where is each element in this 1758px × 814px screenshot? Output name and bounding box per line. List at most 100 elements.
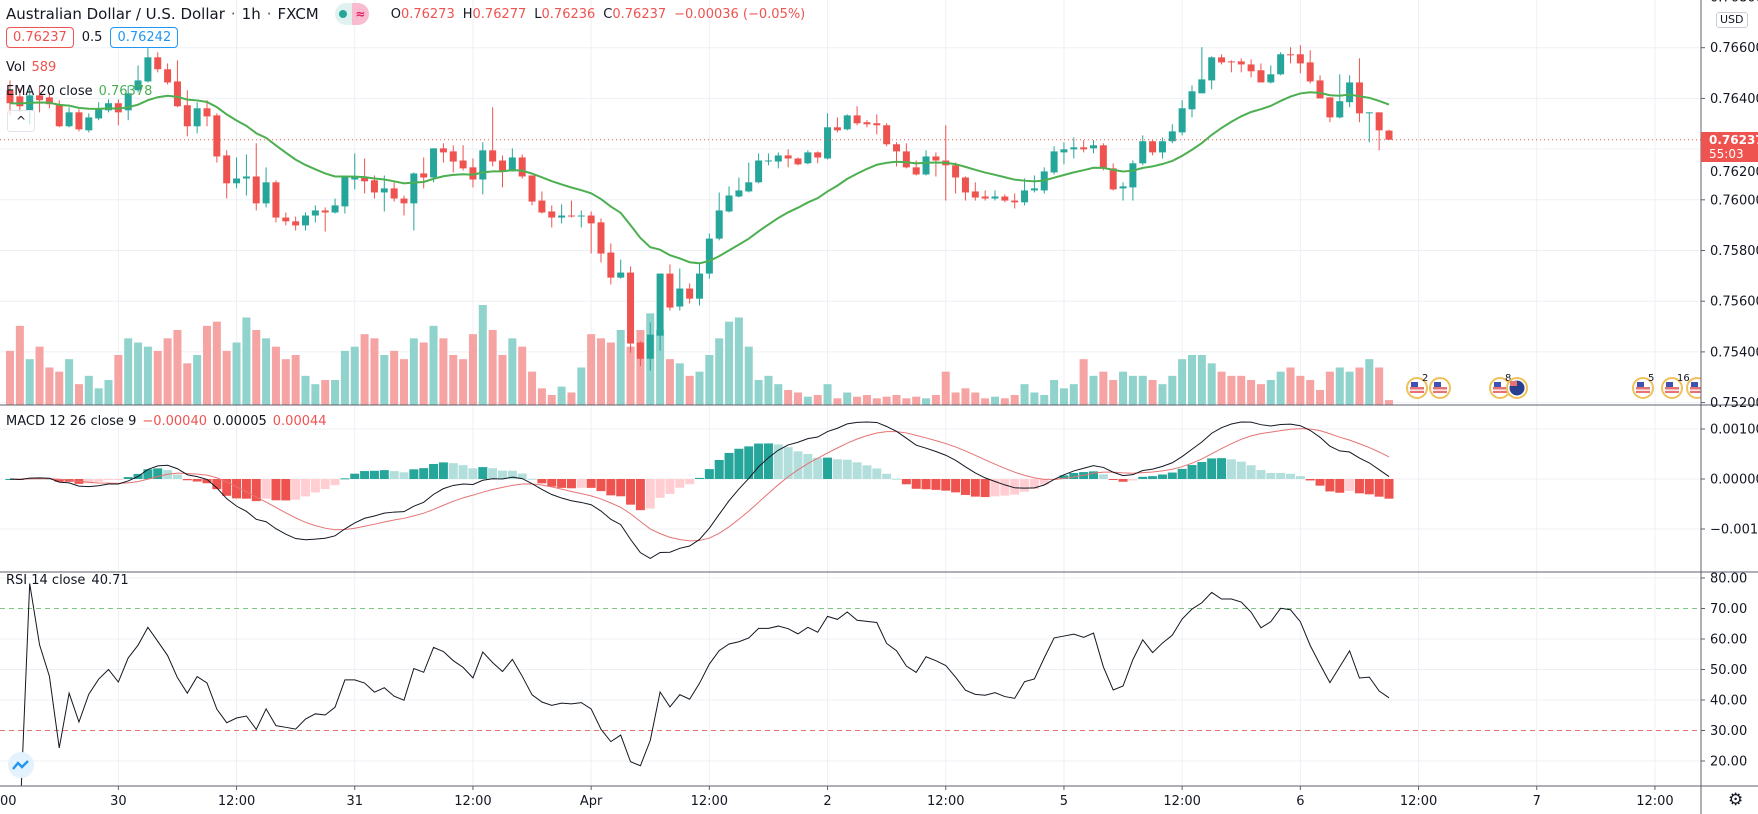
macd-histogram-bar (202, 479, 212, 484)
tradingview-logo-icon[interactable] (8, 752, 34, 778)
candle-body (262, 182, 270, 204)
macd-legend[interactable]: MACD 12 26 close 9 −0.00040 0.00005 0.00… (6, 414, 327, 429)
macd-histogram-bar (862, 465, 872, 479)
candle (745, 162, 753, 193)
candle-body (1316, 80, 1324, 99)
collapse-legend-button[interactable]: ^ (7, 110, 35, 132)
status-pill[interactable]: ≈ (334, 3, 369, 25)
volume-bar (1207, 363, 1216, 405)
candle (824, 113, 832, 160)
time-axis-label: 6 (1296, 794, 1304, 809)
candle (1109, 163, 1117, 191)
macd-histogram-bar (241, 479, 251, 499)
candle-body (893, 144, 900, 152)
candle-body (696, 273, 703, 299)
macd-histogram-bar (54, 479, 64, 482)
volume-bar (1138, 375, 1147, 405)
ema-legend[interactable]: EMA 20 close 0.76378 (6, 84, 152, 99)
volume-bar (843, 392, 852, 405)
macd-histogram-bar (596, 479, 606, 492)
volume-bar (468, 334, 477, 405)
macd-histogram-bar (104, 479, 113, 480)
macd-histogram-bar (1315, 479, 1325, 486)
candle-body (883, 125, 891, 145)
macd-histogram-bar (1246, 465, 1256, 479)
buy-button[interactable]: 0.76242 (110, 27, 179, 48)
macd-histogram-bar (951, 479, 961, 493)
candle-body (1188, 91, 1196, 110)
candle (390, 182, 398, 202)
macd-histogram-bar (1069, 472, 1079, 479)
candle (1060, 142, 1068, 165)
candle (932, 152, 940, 177)
candle-body (331, 205, 339, 213)
candle-body (1149, 141, 1157, 153)
macd-histogram-bar (232, 479, 242, 499)
candle (735, 177, 743, 198)
event-marker-au (1506, 377, 1528, 399)
candle (587, 211, 595, 254)
volume-bar (1178, 359, 1187, 405)
candle-body (735, 190, 743, 197)
candle-body (952, 165, 960, 178)
macd-histogram-bar (1226, 459, 1236, 479)
rsi-legend[interactable]: RSI 14 close 40.71 (6, 573, 129, 588)
candle-body (912, 167, 920, 175)
macd-histogram-bar (675, 479, 685, 488)
candle (804, 150, 812, 165)
symbol-title[interactable]: Australian Dollar / U.S. Dollar (6, 5, 225, 23)
candle-body (1090, 145, 1097, 149)
volume-bar (35, 346, 44, 405)
gear-icon[interactable]: ⚙ (1728, 790, 1744, 810)
symbol-header: Australian Dollar / U.S. Dollar · 1h · F… (6, 3, 805, 25)
candle-body (902, 151, 910, 168)
candle (252, 143, 260, 211)
macd-histogram-bar (310, 479, 320, 493)
candle-body (804, 152, 812, 164)
macd-histogram-bar (1059, 475, 1069, 479)
green-dot-icon[interactable] (334, 3, 352, 25)
volume-bar (331, 380, 340, 405)
volume-bar (557, 386, 566, 405)
volume-legend[interactable]: Vol 589 (6, 60, 56, 75)
interval-label[interactable]: 1h (241, 5, 261, 23)
volume-bar (478, 305, 487, 405)
candle (233, 157, 241, 189)
event-count: 8 (1505, 373, 1511, 384)
macd-histogram-bar (281, 479, 291, 501)
candle-body (705, 238, 713, 274)
candle (814, 151, 822, 164)
volume-bar (537, 388, 546, 405)
candle-body (410, 173, 418, 204)
volume-bar (1010, 395, 1019, 405)
candle (1365, 112, 1373, 143)
candle (124, 85, 132, 121)
volume-bar (252, 330, 261, 405)
candle-body (666, 273, 674, 308)
close-value: 0.76237 (612, 6, 667, 22)
candle (114, 99, 122, 126)
macd-histogram-bar (773, 444, 783, 479)
volume-bar (301, 375, 310, 405)
candle (85, 113, 93, 133)
volume-bar (833, 398, 842, 405)
currency-badge[interactable]: USD (1716, 12, 1748, 28)
candle (430, 148, 438, 183)
macd-histogram-bar (507, 470, 517, 479)
sell-button[interactable]: 0.76237 (6, 27, 74, 48)
macd-histogram-bar (320, 479, 330, 490)
candle (961, 176, 969, 201)
candle (1355, 58, 1363, 123)
volume-bar (350, 346, 359, 405)
volume-bar (281, 359, 290, 405)
wave-approx-icon[interactable]: ≈ (351, 3, 369, 25)
candle (518, 154, 526, 179)
volume-bar (1099, 371, 1108, 405)
candle-body (1257, 70, 1265, 83)
candle (449, 145, 457, 173)
candle (75, 109, 83, 132)
